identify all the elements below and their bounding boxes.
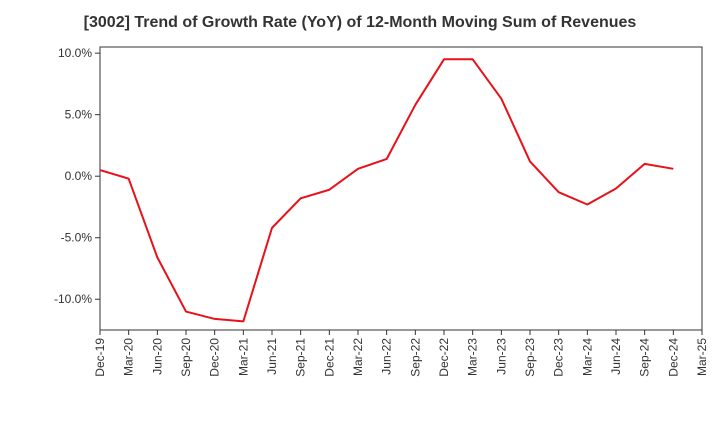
x-tick-label: Dec-21 xyxy=(322,338,336,377)
x-tick-label: Jun-24 xyxy=(609,338,623,375)
x-tick-label: Mar-22 xyxy=(351,338,365,376)
x-tick-label: Mar-23 xyxy=(466,338,480,376)
x-tick-label: Dec-19 xyxy=(93,338,107,377)
plot-frame xyxy=(99,46,703,331)
y-tick-label: 10.0% xyxy=(58,46,92,60)
series-layer xyxy=(99,58,674,323)
x-tick-label: Sep-20 xyxy=(179,338,193,377)
x-tick-label: Mar-21 xyxy=(236,338,250,376)
x-tick-label: Mar-24 xyxy=(580,338,594,376)
axis-layer xyxy=(95,46,703,335)
x-tick-label: Mar-25 xyxy=(695,338,709,376)
x-tick-label: Dec-22 xyxy=(437,338,451,377)
x-tick-label: Dec-20 xyxy=(208,338,222,377)
y-tick-label: -10.0% xyxy=(54,292,92,306)
y-tick-label: -5.0% xyxy=(61,231,93,245)
x-tick-label: Mar-20 xyxy=(122,338,136,376)
x-tick-label: Dec-24 xyxy=(666,338,680,377)
x-tick-label: Dec-23 xyxy=(552,338,566,377)
chart-title: [3002] Trend of Growth Rate (YoY) of 12-… xyxy=(83,14,637,31)
x-tick-label: Jun-23 xyxy=(494,338,508,375)
x-tick-label: Jun-20 xyxy=(150,338,164,375)
x-tick-label: Sep-22 xyxy=(408,338,422,377)
x-tick-label: Sep-21 xyxy=(294,338,308,377)
y-tick-label: 5.0% xyxy=(65,108,93,122)
y-tick-label: 0.0% xyxy=(65,169,93,183)
x-tick-label: Sep-23 xyxy=(523,338,537,377)
x-tick-label: Jun-22 xyxy=(380,338,394,375)
x-tick-label: Sep-24 xyxy=(638,338,652,377)
label-layer: 10.0% 5.0% 0.0% -5.0% -10.0% Dec-19 Mar-20 Jun-… xyxy=(54,46,709,377)
x-tick-label: Jun-21 xyxy=(265,338,279,375)
